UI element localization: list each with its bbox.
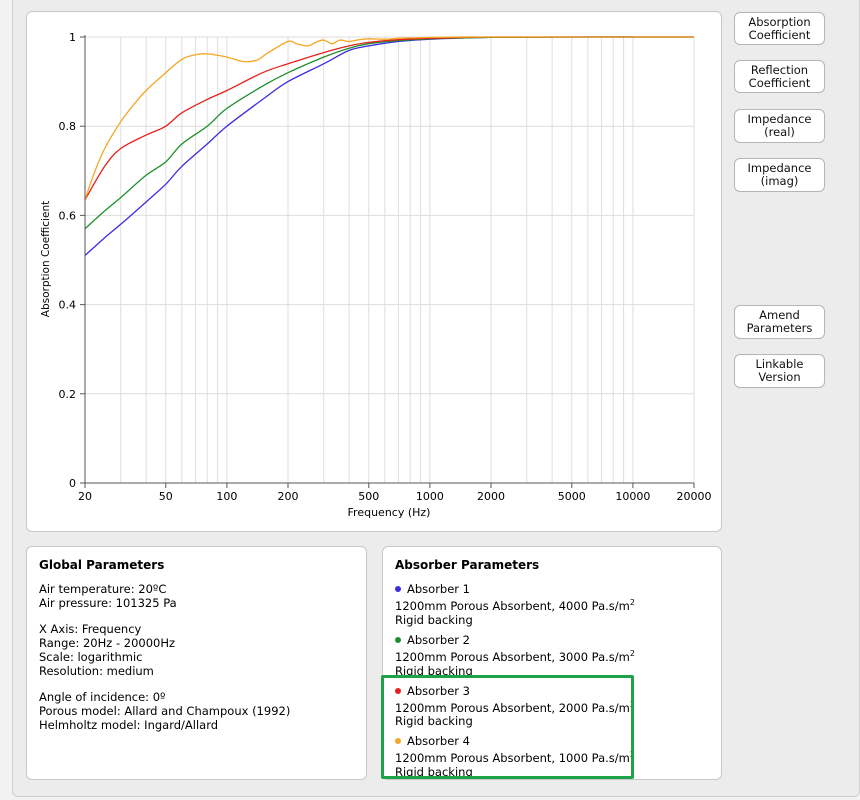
series-line-absorber-2 <box>84 36 695 230</box>
y-axis-label: Absorption Coefficient <box>40 201 52 317</box>
absorber-name: Absorber 1 <box>407 582 470 596</box>
unit-superscript: 2 <box>629 648 635 658</box>
x-tick-label: 20000 <box>677 490 712 503</box>
global-parameters-panel: Global Parameters Air temperature: 20ºC … <box>26 546 367 780</box>
absorber-backing: Rigid backing <box>395 612 473 627</box>
button-label-line2: Parameters <box>746 321 813 335</box>
chart-grid <box>84 36 695 484</box>
absorber-description-text: 1200mm Porous Absorbent, 3000 Pa.s/m <box>395 649 630 664</box>
chart-axes: 0 0.2 0.4 0.6 0.8 1 20 50 100 200 500 1000 2000 5000 1… <box>59 31 712 503</box>
absorption-chart: 0 0.2 0.4 0.6 0.8 1 20 50 100 200 500 1000 2000 5000 1… <box>40 31 712 519</box>
amend-parameters-button[interactable]: Amend Parameters <box>734 305 825 339</box>
x-tick-label: 100 <box>216 490 237 503</box>
y-tick-label: 0.8 <box>59 120 77 133</box>
chart-panel: 0 0.2 0.4 0.6 0.8 1 20 50 100 200 500 1000 2000 5000 1… <box>26 11 722 532</box>
button-label-line1: Amend <box>759 308 800 322</box>
absorber-name-line: Absorber 1 <box>395 582 635 596</box>
x-tick-label: 1000 <box>416 490 444 503</box>
y-tick-label: 1 <box>69 31 76 44</box>
series-line-absorber-4 <box>84 36 694 201</box>
chart-series <box>84 36 695 256</box>
absorber-item: Absorber 2 1200mm Porous Absorbent, 3000 … <box>395 633 635 678</box>
button-label-line2: (imag) <box>760 174 799 188</box>
x-tick-label: 5000 <box>558 490 586 503</box>
y-tick-label: 0.2 <box>59 388 77 401</box>
button-label-line1: Impedance <box>747 112 812 126</box>
absorber-description-text: 1200mm Porous Absorbent, 4000 Pa.s/m <box>395 598 630 613</box>
y-tick-label: 0 <box>69 477 76 490</box>
reflection-coefficient-button[interactable]: Reflection Coefficient <box>734 60 825 93</box>
absorber-color-dot <box>395 687 401 694</box>
impedance-imag-button[interactable]: Impedance (imag) <box>734 158 825 192</box>
angle-of-incidence: Angle of incidence: 0º <box>39 690 166 704</box>
absorber-name: Absorber 2 <box>407 632 470 647</box>
impedance-real-button[interactable]: Impedance (real) <box>734 109 825 143</box>
button-label-line2: Coefficient <box>748 75 811 90</box>
absorber-parameters-panel: Absorber Parameters Absorber 1 1200mm Por… <box>382 546 722 780</box>
absorber-backing: Rigid backing <box>395 663 473 678</box>
absorber-description-text: 1200mm Porous Absorbent, 1000 Pa.s/m <box>395 751 630 766</box>
absorber-name-line: Absorber 2 <box>395 633 635 647</box>
absorber-backing: Rigid backing <box>395 714 473 729</box>
button-label-line2: Coefficient <box>748 27 811 42</box>
absorber-name-line: Absorber 4 <box>395 734 635 748</box>
absorber-color-dot <box>395 738 401 745</box>
x-tick-label: 200 <box>278 490 299 503</box>
absorber-description: 1200mm Porous Absorbent, 4000 Pa.s/m2 <box>395 596 635 613</box>
absorber-color-dot <box>395 636 401 643</box>
x-tick-label: 50 <box>159 490 173 503</box>
x-tick-label: 2000 <box>477 490 505 503</box>
button-label-line1: Linkable <box>755 357 804 371</box>
absorption-coefficient-button[interactable]: Absorption Coefficient <box>734 12 825 45</box>
porous-model: Porous model: Allard and Champoux (1992) <box>39 704 291 718</box>
highlight-box <box>381 675 634 779</box>
helmholtz-model: Helmholtz model: Ingard/Allard <box>39 718 219 732</box>
button-label-line2: Version <box>758 370 801 384</box>
linkable-version-button[interactable]: Linkable Version <box>734 354 825 388</box>
absorber-description-text: 1200mm Porous Absorbent, 2000 Pa.s/m <box>395 700 630 715</box>
resolution-setting: Resolution: medium <box>39 664 154 678</box>
x-tick-label: 10000 <box>615 490 650 503</box>
range-setting: Range: 20Hz - 20000Hz <box>39 636 176 650</box>
absorber-name-line: Absorber 3 <box>395 684 635 698</box>
x-axis-setting: X Axis: Frequency <box>39 622 142 636</box>
series-line-absorber-1 <box>84 36 695 256</box>
x-tick-label: 500 <box>358 490 379 503</box>
x-axis-label: Frequency (Hz) <box>348 506 431 519</box>
absorber-name: Absorber 3 <box>407 683 470 698</box>
series-line-absorber-3 <box>84 36 694 201</box>
global-parameters-title: Global Parameters <box>39 558 165 572</box>
absorber-backing: Rigid backing <box>395 765 473 780</box>
button-label-line1: Reflection <box>750 62 809 77</box>
x-tick-label: 20 <box>78 490 92 503</box>
absorber-item: Absorber 1 1200mm Porous Absorbent, 4000 … <box>395 582 635 627</box>
air-pressure: Air pressure: 101325 Pa <box>39 596 177 610</box>
unit-superscript: 2 <box>629 598 635 607</box>
air-temperature: Air temperature: 20ºC <box>39 582 167 596</box>
absorber-description: 1200mm Porous Absorbent, 3000 Pa.s/m2 <box>395 647 635 664</box>
y-tick-label: 0.6 <box>59 209 77 222</box>
button-label-line1: Impedance <box>747 161 812 175</box>
absorber-parameters-title: Absorber Parameters <box>395 558 540 572</box>
absorber-color-dot <box>395 586 401 592</box>
y-tick-label: 0.4 <box>59 299 77 312</box>
absorber-item: Absorber 4 1200mm Porous Absorbent, 1000 … <box>395 734 635 779</box>
button-label-line1: Absorption <box>748 14 811 29</box>
scale-setting: Scale: logarithmic <box>39 650 143 664</box>
button-label-line2: (real) <box>764 125 795 139</box>
absorber-name: Absorber 4 <box>407 734 470 749</box>
